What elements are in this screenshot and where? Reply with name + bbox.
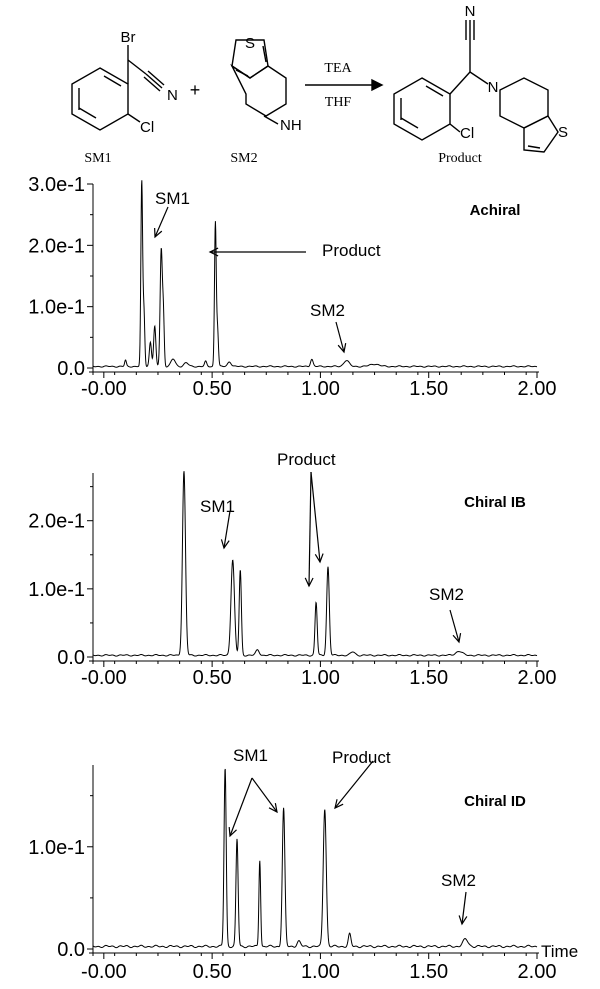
panel-title: Chiral IB (464, 494, 526, 511)
y-tick-label: 2.0e-1 (28, 511, 85, 533)
annotation-arrowhead (334, 799, 344, 810)
product-n-amine-label: N (488, 79, 499, 96)
x-tick-label: 1.00 (301, 378, 340, 400)
annotation-arrowhead (220, 539, 230, 550)
annotation-arrow (335, 321, 345, 353)
x-tick-label: 2.00 (518, 378, 557, 400)
peak-annotation: SM1 (155, 189, 190, 208)
x-tick-label: 1.00 (301, 667, 340, 689)
y-tick-label: 3.0e-1 (28, 174, 85, 196)
sm2-caption: SM2 (230, 151, 257, 166)
x-tick-label: 0.50 (193, 667, 232, 689)
x-tick-label: 1.00 (301, 961, 340, 983)
annotation-arrowhead (458, 915, 468, 926)
x-tick-label: 0.50 (193, 378, 232, 400)
product-s-label: S (558, 124, 568, 141)
peak-annotation: SM2 (441, 871, 476, 890)
sm1-benzene-ring (71, 67, 129, 131)
sm1-cl-label: Cl (140, 119, 154, 136)
annotation-arrow (154, 206, 169, 238)
x-tick-label: 2.00 (518, 961, 557, 983)
annotation-arrowhead (208, 247, 219, 257)
product-n-nitrile-label: N (465, 3, 476, 20)
product-thiophene-ring (523, 115, 559, 153)
annotation-arrow (461, 891, 467, 925)
peak-annotation: SM1 (200, 497, 235, 516)
x-tick-label: 1.50 (409, 961, 448, 983)
peak-annotation: SM1 (233, 746, 268, 765)
chromatogram-chiral-id: -0.00 0.50 1.00 1.50 2.00 0.0 1.0e-1 Chiral ID T… (28, 746, 578, 983)
annotation-arrow (308, 471, 312, 587)
annotation-arrow (229, 777, 253, 837)
product-cl-label: Cl (460, 125, 474, 142)
x-tick-label: 0.50 (193, 961, 232, 983)
peak-annotation: SM2 (310, 301, 345, 320)
product-piperidine-ring (499, 77, 549, 129)
annotation-arrow (223, 510, 231, 549)
y-tick-label: 0.0 (57, 358, 85, 380)
reagent-top-label: TEA (324, 61, 352, 76)
peak-annotation: Product (277, 450, 336, 469)
peak-annotation: Product (332, 748, 391, 767)
annotation-arrowhead (452, 633, 462, 644)
y-tick-label: 1.0e-1 (28, 579, 85, 601)
annotation-arrow (251, 777, 278, 813)
sm2-s-label: S (245, 35, 255, 52)
plus-sign: + (190, 80, 201, 100)
annotation-arrowhead (268, 803, 278, 814)
chromatogram-trace (92, 471, 538, 657)
panel-title: Chiral ID (464, 793, 526, 810)
annotation-arrowhead (337, 343, 347, 354)
chromatogram-achiral: -0.00 0.50 1.00 1.50 2.00 0.0 1.0e-1 2.0e-1 3.0e… (28, 174, 557, 400)
y-tick-label: 1.0e-1 (28, 837, 85, 859)
x-tick-label: -0.00 (81, 667, 127, 689)
peak-annotation: SM2 (429, 585, 464, 604)
annotation-arrow (449, 609, 460, 643)
product-benzene-ring (393, 77, 451, 141)
x-tick-label: 1.50 (409, 667, 448, 689)
reagent-bottom-label: THF (325, 95, 352, 110)
x-tick-label: 2.00 (518, 667, 557, 689)
chromatogram-trace (92, 180, 538, 368)
chromatogram-trace (92, 768, 538, 949)
annotation-arrowhead (154, 227, 163, 239)
annotation-arrowhead (304, 577, 314, 588)
sm2-piperidine-ring (230, 63, 287, 117)
sm2-nh-label: NH (280, 117, 302, 134)
chromatogram-chiral-ib: -0.00 0.50 1.00 1.50 2.00 0.0 1.0e-1 2.0e-1 Chir… (28, 450, 557, 689)
sm1-caption: SM1 (84, 151, 111, 166)
x-tick-label: -0.00 (81, 961, 127, 983)
annotation-arrowhead (314, 553, 324, 564)
y-tick-label: 1.0e-1 (28, 297, 85, 319)
annotation-arrow (334, 760, 374, 809)
y-tick-label: 2.0e-1 (28, 235, 85, 257)
sm1-n-label: N (167, 87, 178, 104)
product-caption: Product (438, 151, 482, 166)
x-tick-label: -0.00 (81, 378, 127, 400)
annotation-arrowhead (228, 826, 237, 838)
reaction-scheme: Br N Cl S NH N N Cl S + TEA THF SM1 SM2 … (71, 3, 568, 166)
peak-annotation: Product (322, 241, 381, 260)
x-axis-label: Time (541, 942, 578, 961)
x-tick-label: 1.50 (409, 378, 448, 400)
annotation-arrow (310, 471, 321, 563)
y-tick-label: 0.0 (57, 647, 85, 669)
panel-title: Achiral (470, 202, 521, 219)
sm1-br-label: Br (121, 29, 136, 46)
y-tick-label: 0.0 (57, 939, 85, 961)
